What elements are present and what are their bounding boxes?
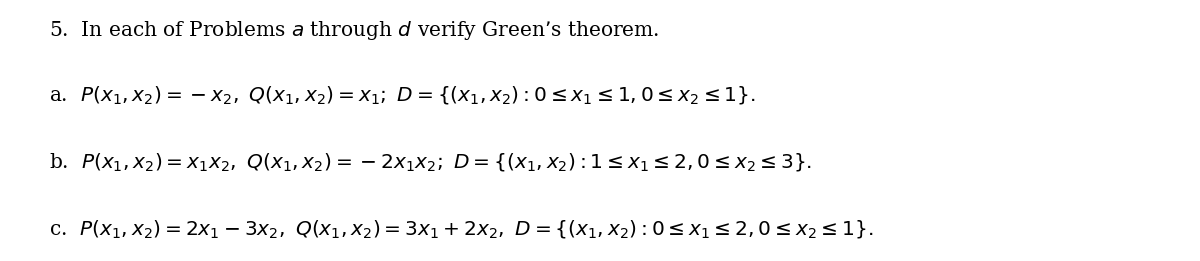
Text: 5.  In each of Problems $a$ through $d$ verify Green’s theorem.: 5. In each of Problems $a$ through $d$ v… bbox=[49, 20, 660, 43]
Text: a.  $P(x_1, x_2) = -x_2,\ Q(x_1, x_2) = x_1;\ D = \{(x_1, x_2) : 0 \leq x_1 \leq: a. $P(x_1, x_2) = -x_2,\ Q(x_1, x_2) = x… bbox=[49, 84, 756, 106]
Text: b.  $P(x_1, x_2) = x_1 x_2,\ Q(x_1, x_2) = -2x_1 x_2;\ D = \{(x_1, x_2) : 1 \leq: b. $P(x_1, x_2) = x_1 x_2,\ Q(x_1, x_2) … bbox=[49, 151, 812, 173]
Text: c.  $P(x_1, x_2) = 2x_1 - 3x_2,\ Q(x_1, x_2) = 3x_1 + 2x_2,\ D = \{(x_1, x_2) : : c. $P(x_1, x_2) = 2x_1 - 3x_2,\ Q(x_1, x… bbox=[49, 218, 874, 240]
